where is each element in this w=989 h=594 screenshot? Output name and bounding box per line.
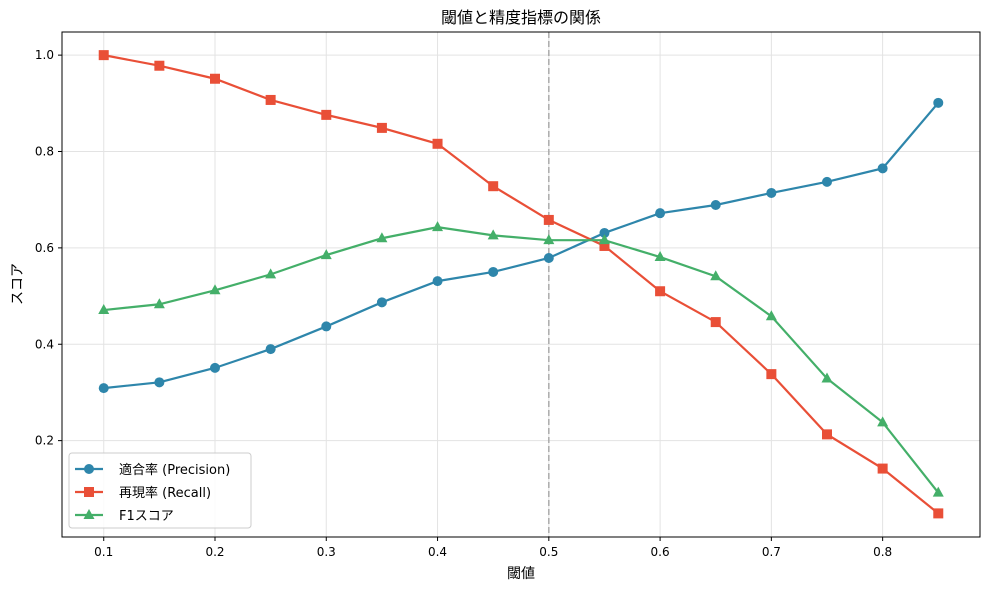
series-square xyxy=(98,50,944,519)
series-line xyxy=(103,226,940,494)
y-ticks: 0.2 0.4 0.6 0.8 1.0 xyxy=(35,48,62,448)
data-point xyxy=(321,321,332,332)
data-point xyxy=(320,249,332,260)
data-point xyxy=(210,73,220,84)
x-tick-label: 0.2 xyxy=(205,545,224,559)
x-tick-label: 0.7 xyxy=(762,545,781,559)
data-point xyxy=(766,369,777,380)
data-point xyxy=(98,304,110,315)
data-point xyxy=(655,208,666,219)
data-point xyxy=(432,138,443,149)
x-ticks: 0.1 0.2 0.3 0.4 0.5 0.6 0.7 0.8 xyxy=(94,537,892,559)
data-point xyxy=(98,383,109,394)
y-tick-label: 0.6 xyxy=(35,241,54,255)
legend-marker xyxy=(84,487,94,497)
data-point xyxy=(543,252,554,263)
data-point xyxy=(822,429,832,440)
data-point xyxy=(265,344,276,355)
data-point xyxy=(154,60,165,71)
y-tick-label: 0.8 xyxy=(35,145,54,159)
x-axis-label: 閾値 xyxy=(507,566,535,582)
data-point xyxy=(710,317,721,328)
data-point xyxy=(654,251,666,262)
data-point xyxy=(598,234,610,245)
data-point xyxy=(877,416,889,427)
data-point xyxy=(488,266,499,277)
data-point xyxy=(877,463,888,474)
series-triangle xyxy=(98,221,944,497)
data-point xyxy=(599,227,610,238)
data-point xyxy=(766,187,777,198)
data-point xyxy=(599,240,610,251)
x-tick-label: 0.5 xyxy=(539,545,558,559)
legend-label: 再現率 (Recall) xyxy=(119,485,211,501)
legend: 適合率 (Precision) 再現率 (Recall) F1スコア xyxy=(68,452,252,529)
legend-label: 適合率 (Precision) xyxy=(119,462,230,478)
data-point xyxy=(655,286,666,297)
data-point xyxy=(710,199,721,210)
data-point xyxy=(821,372,833,383)
data-point xyxy=(376,297,387,308)
y-axis-label: スコア xyxy=(10,263,26,305)
data-point xyxy=(488,181,499,192)
data-point xyxy=(376,122,387,133)
chart-title: 閾値と精度指標の関係 xyxy=(441,8,601,27)
series-group xyxy=(98,50,944,519)
legend-marker xyxy=(83,509,95,519)
data-point xyxy=(98,50,109,61)
plot-frame xyxy=(61,31,981,538)
series-line xyxy=(103,54,939,515)
data-point xyxy=(933,508,944,519)
data-point xyxy=(265,268,277,279)
data-point xyxy=(933,97,944,108)
x-tick-label: 0.1 xyxy=(94,545,113,559)
series-line xyxy=(103,102,940,390)
y-tick-label: 1.0 xyxy=(35,48,54,62)
data-point xyxy=(432,276,443,287)
data-point xyxy=(376,232,388,243)
y-tick-label: 0.4 xyxy=(35,337,54,351)
data-point xyxy=(877,163,888,174)
x-tick-label: 0.8 xyxy=(873,545,892,559)
data-point xyxy=(822,176,832,187)
data-point xyxy=(154,377,165,388)
data-point xyxy=(432,221,444,232)
data-point xyxy=(543,234,555,245)
x-tick-label: 0.4 xyxy=(428,545,447,559)
data-point xyxy=(487,229,499,240)
legend-label: F1スコア xyxy=(119,509,174,524)
data-point xyxy=(321,109,332,120)
data-point xyxy=(543,214,554,225)
data-point xyxy=(153,298,165,309)
x-tick-label: 0.3 xyxy=(317,545,336,559)
legend-box xyxy=(68,452,252,529)
data-point xyxy=(265,94,276,105)
data-point xyxy=(932,486,944,497)
data-point xyxy=(710,270,722,281)
y-tick-label: 0.2 xyxy=(35,434,54,448)
data-point xyxy=(210,362,220,373)
legend-marker xyxy=(84,464,94,474)
data-point xyxy=(765,310,777,321)
x-tick-label: 0.6 xyxy=(651,545,670,559)
data-point xyxy=(209,284,221,295)
series-circle xyxy=(98,97,944,394)
